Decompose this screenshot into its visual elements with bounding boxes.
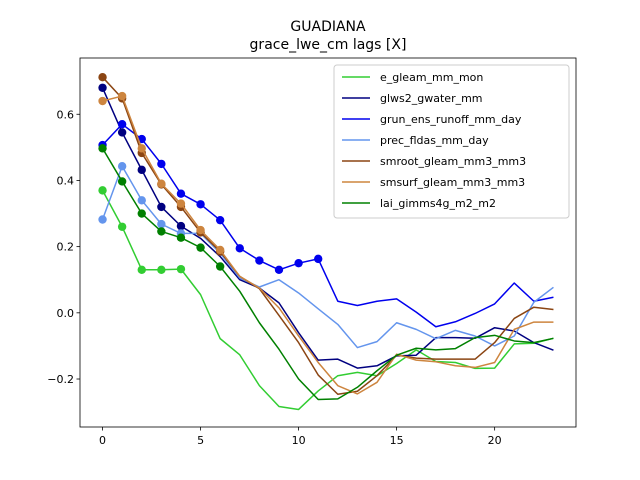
legend-label-lai_gimms4g_m2_m2: lai_gimms4g_m2_m2 xyxy=(380,197,496,210)
x-tick-label: 0 xyxy=(99,434,106,447)
y-tick-label: 0.4 xyxy=(57,174,75,187)
x-tick-label: 20 xyxy=(488,434,502,447)
data-point-lai_gimms4g_m2_m2 xyxy=(196,243,205,252)
data-point-smroot_gleam_mm3_mm3 xyxy=(98,72,107,82)
legend-label-prec_fldas_mm_day: prec_fldas_mm_day xyxy=(380,134,489,147)
data-point-grun_ens_runoff_mm_day xyxy=(176,189,186,198)
data-point-prec_fldas_mm_day xyxy=(157,219,166,229)
data-point-e_gleam_mm_mon xyxy=(137,265,146,274)
series-lai_gimms4g_m2_m2 xyxy=(98,144,554,401)
legend-label-grun_ens_runoff_mm_day: grun_ens_runoff_mm_day xyxy=(380,113,522,126)
data-point-grun_ens_runoff_mm_day xyxy=(157,159,166,169)
series-group xyxy=(98,72,554,411)
data-point-prec_fldas_mm_day xyxy=(137,196,146,205)
series-line-smsurf_gleam_mm3_mm3 xyxy=(102,95,554,395)
legend-box xyxy=(333,64,570,219)
data-point-lai_gimms4g_m2_m2 xyxy=(117,177,127,186)
data-point-grun_ens_runoff_mm_day xyxy=(235,244,244,253)
data-point-grun_ens_runoff_mm_day xyxy=(117,119,127,129)
data-point-lai_gimms4g_m2_m2 xyxy=(137,209,146,218)
data-point-smsurf_gleam_mm3_mm3 xyxy=(117,91,127,101)
data-point-grun_ens_runoff_mm_day xyxy=(314,254,323,264)
data-point-e_gleam_mm_mon xyxy=(117,222,127,231)
y-tick-label: 0.0 xyxy=(57,307,75,320)
data-point-glws2_gwater_mm xyxy=(117,128,127,137)
data-point-smsurf_gleam_mm3_mm3 xyxy=(176,199,186,208)
data-point-smsurf_gleam_mm3_mm3 xyxy=(196,225,205,235)
data-point-e_gleam_mm_mon xyxy=(157,265,166,274)
data-point-grun_ens_runoff_mm_day xyxy=(255,256,264,265)
axes-frame xyxy=(79,57,577,428)
data-point-grun_ens_runoff_mm_day xyxy=(294,258,303,268)
data-point-smsurf_gleam_mm3_mm3 xyxy=(137,144,146,153)
legend: e_gleam_mm_mon glws2_gwater_mm grun_ens_ru… xyxy=(333,64,570,219)
data-point-lai_gimms4g_m2_m2 xyxy=(98,144,107,153)
data-point-smsurf_gleam_mm3_mm3 xyxy=(157,179,166,188)
legend-label-e_gleam_mm_mon: e_gleam_mm_mon xyxy=(380,71,483,84)
data-point-smsurf_gleam_mm3_mm3 xyxy=(98,96,107,106)
chart-subtitle: grace_lwe_cm lags [X] xyxy=(250,37,407,53)
x-tick-label: 5 xyxy=(197,434,204,447)
series-line-grun_ens_runoff_mm_day xyxy=(102,123,554,328)
x-tick-label: 15 xyxy=(390,434,404,447)
data-point-grun_ens_runoff_mm_day xyxy=(274,265,284,274)
legend-label-smsurf_gleam_mm3_mm3: smsurf_gleam_mm3_mm3 xyxy=(380,176,525,189)
data-point-lai_gimms4g_m2_m2 xyxy=(176,233,186,242)
legend-label-smroot_gleam_mm3_mm3: smroot_gleam_mm3_mm3 xyxy=(380,155,526,168)
y-tick-label: 0.6 xyxy=(57,108,75,121)
data-point-glws2_gwater_mm xyxy=(176,221,186,231)
data-point-prec_fldas_mm_day xyxy=(117,162,127,171)
data-point-prec_fldas_mm_day xyxy=(98,215,107,224)
y-tick-label: 0.2 xyxy=(57,241,75,254)
data-point-lai_gimms4g_m2_m2 xyxy=(157,227,166,236)
data-point-grun_ens_runoff_mm_day xyxy=(196,200,205,209)
data-point-glws2_gwater_mm xyxy=(98,83,107,92)
series-e_gleam_mm_mon xyxy=(98,186,554,411)
data-point-lai_gimms4g_m2_m2 xyxy=(215,262,225,271)
y-tick-label: −0.2 xyxy=(47,373,74,386)
chart-title: GUADIANA xyxy=(290,19,366,35)
x-tick-label: 10 xyxy=(292,434,306,447)
data-point-e_gleam_mm_mon xyxy=(98,186,107,195)
series-smsurf_gleam_mm3_mm3 xyxy=(98,91,554,395)
data-point-glws2_gwater_mm xyxy=(137,165,146,175)
data-point-glws2_gwater_mm xyxy=(157,202,166,212)
data-point-grun_ens_runoff_mm_day xyxy=(215,215,225,225)
data-point-e_gleam_mm_mon xyxy=(176,264,186,274)
plot-area: 0 5 10 15 20 −0.2 0.0 0.2 0.4 0.6 e_gleam_mm_mongl… xyxy=(47,57,577,447)
data-point-smsurf_gleam_mm3_mm3 xyxy=(215,245,225,255)
legend-label-glws2_gwater_mm: glws2_gwater_mm xyxy=(380,92,483,105)
